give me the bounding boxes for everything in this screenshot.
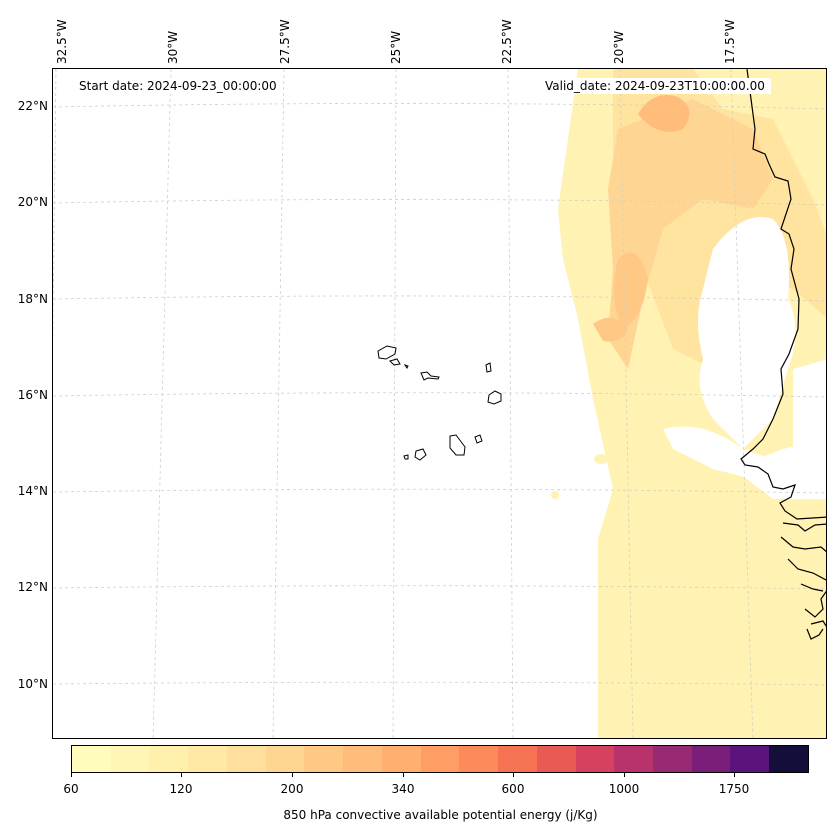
start-date-label: Start date: 2024-09-23_00:00:00 [73,78,283,94]
meridian-20w [619,69,634,738]
cape-field-peak-west [614,252,648,329]
map-canvas [53,69,826,738]
meridian-25w [392,69,397,738]
cb-tickmark-200 [292,773,293,777]
cape-field-peak-north [638,95,690,132]
island-sao-vicente [389,358,401,366]
lon-label-32-5w: 32.5°W [55,19,69,64]
cape-field-peak-south [593,317,628,342]
lat-label-12n: 12°N [17,580,48,594]
island-brava [403,454,409,460]
colorbar-cell-2 [149,746,189,772]
lon-label-30w: 30°W [166,30,180,64]
cape-field-inner [608,99,773,369]
cape-field-spot-c [755,572,767,580]
cb-tickmark-120 [181,773,182,777]
cb-tick-1000: 1000 [608,782,640,796]
colorbar-cell-12 [536,746,576,772]
cb-tickmark-60 [71,773,72,777]
cape-field-spot-a [594,454,608,464]
cb-tickmark-1750 [734,773,735,777]
cb-tick-340: 340 [391,782,415,796]
island-sal [485,362,492,373]
meridian-17-5w [730,69,754,738]
lon-label-22-5w: 22.5°W [500,19,514,64]
colorbar-cell-8 [381,746,421,772]
lat-label-18n: 18°N [17,292,48,306]
meridian-30w [152,69,172,738]
lon-label-17-5w: 17.5°W [723,19,737,64]
coastline-mauritania-senegal [740,69,826,520]
cb-tickmark-600 [513,773,514,777]
colorbar-cell-16 [691,746,731,772]
meridian-32-5w [53,69,57,355]
colorbar [71,745,809,773]
cape-field-spot-b [551,491,559,499]
lat-label-16n: 16°N [17,388,48,402]
island-sao-nicolau [420,371,440,381]
colorbar-cell-18 [769,746,808,772]
lon-label-27-5w: 27.5°W [278,19,292,64]
colorbar-cell-3 [188,746,227,772]
colorbar-cell-4 [226,746,266,772]
colorbar-cell-1 [110,746,150,772]
cb-tick-60: 60 [63,782,79,796]
colorbar-cell-7 [343,746,382,772]
colorbar-cell-9 [420,746,460,772]
island-santa-luzia [403,364,409,369]
cape-verde-islands [377,345,502,461]
lon-label-25w: 25°W [389,30,403,64]
gridlines [53,69,826,738]
island-santo-antao [377,345,397,360]
cb-tick-200: 200 [280,782,304,796]
lon-label-20w: 20°W [612,30,626,64]
meridian-22-5w [507,69,514,738]
island-boa-vista [487,390,502,405]
colorbar-cell-10 [459,746,499,772]
cape-field-gap-inland [698,217,796,449]
cape-field [551,69,826,738]
lat-label-22n: 22°N [17,99,48,113]
island-maio [474,434,483,444]
colorbar-cell-13 [575,746,615,772]
africa-coastline [740,69,826,640]
cb-tick-1750: 1750 [718,782,750,796]
colorbar-cell-0 [72,746,111,772]
colorbar-label: 850 hPa convective available potential e… [283,808,598,822]
island-santiago [449,434,466,456]
colorbar-cell-11 [498,746,537,772]
cb-tickmark-1000 [624,773,625,777]
lat-label-10n: 10°N [17,677,48,691]
coastline-gambia-guinea [780,522,826,640]
cape-field-gap-coast [733,439,826,499]
cape-field-gap-east [793,359,826,469]
colorbar-cell-6 [304,746,344,772]
lat-label-20n: 20°N [17,195,48,209]
cb-tick-600: 600 [501,782,525,796]
map-panel[interactable]: Start date: 2024-09-23_00:00:00 Valid_da… [52,68,827,739]
valid-date-label: Valid_date: 2024-09-23T10:00:00.00 [539,78,771,94]
colorbar-cell-17 [730,746,770,772]
lat-label-14n: 14°N [17,484,48,498]
island-fogo [414,448,427,461]
meridian-27-5w [272,69,285,738]
cb-tickmark-340 [403,773,404,777]
colorbar-cell-5 [265,746,305,772]
cb-tick-120: 120 [169,782,193,796]
colorbar-cell-15 [653,746,692,772]
colorbar-cell-14 [614,746,654,772]
